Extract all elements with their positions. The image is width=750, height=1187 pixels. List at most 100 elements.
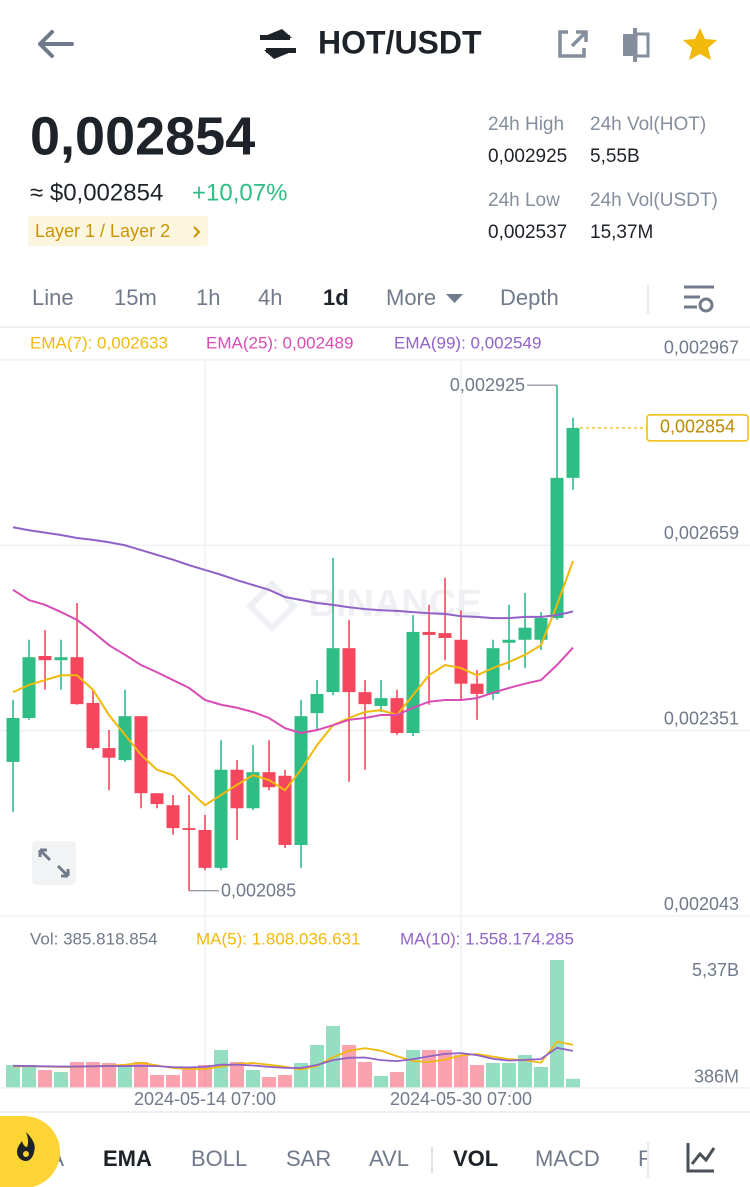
chart-type-button[interactable] — [686, 1143, 716, 1173]
candle-body — [102, 748, 116, 758]
candle-body — [358, 692, 372, 705]
interval-tab[interactable]: 1d — [323, 285, 349, 310]
candle-body — [6, 717, 20, 762]
y-tick-label: 0,002043 — [664, 894, 739, 914]
chart-settings[interactable] — [684, 285, 714, 313]
share-icon[interactable] — [558, 30, 588, 58]
volume-bar — [102, 1062, 116, 1088]
candle-body — [502, 639, 516, 643]
candle-body — [22, 657, 36, 718]
volume-bar — [182, 1068, 196, 1088]
x-tick-label: 2024-05-14 07:00 — [134, 1089, 276, 1109]
indicator-tab[interactable]: BOLL — [191, 1146, 247, 1171]
back-button[interactable] — [38, 30, 74, 58]
quick-action-button[interactable] — [0, 1116, 60, 1187]
volume-bar — [134, 1061, 148, 1088]
candle-body — [566, 427, 580, 478]
interval-tab[interactable]: 4h — [258, 285, 282, 310]
volume-bar — [566, 1078, 580, 1088]
indicator-tab[interactable]: MACD — [535, 1146, 600, 1171]
volume-bar — [550, 960, 564, 1088]
interval-tab[interactable]: Line — [32, 285, 74, 310]
volume-tick-label: 386M — [694, 1067, 739, 1087]
volume-bar — [518, 1055, 532, 1088]
candle-body — [374, 698, 388, 706]
candle-body — [38, 656, 52, 661]
volume-bar — [438, 1050, 452, 1088]
volume-ma-line — [12, 1046, 574, 1069]
legend-entry: EMA(25): 0,002489 — [206, 333, 353, 352]
swap-icon[interactable] — [260, 29, 296, 59]
stat-value: 0,002925 — [488, 146, 567, 167]
candle-body — [294, 716, 308, 845]
indicator-tab[interactable]: AVL — [369, 1146, 409, 1171]
volume-bar — [246, 1070, 260, 1088]
candle-body — [438, 633, 452, 638]
volume-bar — [198, 1064, 212, 1088]
ema-line — [12, 526, 574, 620]
indicator-tab[interactable]: RSI — [638, 1146, 675, 1171]
volume-bar — [390, 1072, 404, 1088]
stat-label: 24h High — [488, 114, 564, 135]
stat-label: 24h Vol(USDT) — [590, 190, 718, 211]
tag-background[interactable] — [28, 216, 208, 246]
volume-bar — [54, 1072, 68, 1088]
candle-body — [230, 769, 244, 809]
volume-bar — [86, 1061, 100, 1088]
candle-body — [150, 793, 164, 805]
volume-bar — [342, 1044, 356, 1088]
candle-body — [326, 648, 340, 693]
watermark-logo — [245, 579, 299, 633]
candle-body — [166, 805, 180, 829]
stat-value: 5,55B — [590, 146, 640, 167]
indicator-tab[interactable]: SAR — [286, 1146, 331, 1171]
legend-entry: EMA(7): 0,002633 — [30, 333, 168, 352]
tag-chevron — [193, 226, 201, 238]
ema-line — [12, 588, 574, 735]
candle-body — [486, 648, 500, 694]
tag-label[interactable]: Layer 1 / Layer 2 — [35, 221, 170, 241]
volume-bar — [70, 1061, 84, 1088]
high-marker-label: 0,002925 — [450, 375, 525, 395]
candle-body — [454, 639, 468, 684]
volume-bar — [502, 1062, 516, 1088]
interval-tab[interactable]: 15m — [114, 285, 157, 310]
compare-icon[interactable] — [623, 28, 650, 62]
candle-body — [518, 627, 532, 640]
stat-value: 0,002537 — [488, 222, 567, 243]
favorite-star[interactable] — [683, 28, 717, 60]
last-price-label: 0,002854 — [660, 417, 735, 437]
volume-bar — [470, 1064, 484, 1088]
candle-body — [86, 702, 100, 749]
volume-bar — [374, 1076, 388, 1088]
candle-body — [70, 657, 84, 705]
y-tick-label: 0,002351 — [664, 708, 739, 728]
interval-tab[interactable]: 1h — [196, 285, 220, 310]
candle-body — [534, 618, 548, 640]
more-tab[interactable]: More — [386, 285, 436, 310]
volume-bar — [262, 1077, 276, 1088]
candle-body — [310, 693, 324, 714]
volume-bar — [486, 1062, 500, 1088]
legend-entry: MA(10): 1.558.174.285 — [400, 929, 574, 948]
volume-bar — [118, 1064, 132, 1088]
last-price-box — [646, 414, 749, 442]
chart: 0,002967 0,002659 0,002351 0,002043 2024-05-… — [0, 333, 750, 1109]
candle-body — [470, 683, 484, 694]
depth-tab[interactable]: Depth — [500, 285, 559, 310]
candle-body — [182, 828, 196, 830]
indicator-tab[interactable]: EMA — [103, 1146, 152, 1171]
volume-bar — [38, 1070, 52, 1088]
price-change: +10,07% — [192, 179, 287, 206]
expand-button[interactable] — [32, 841, 76, 885]
candle-body — [198, 829, 212, 868]
indicator-tab[interactable]: VOL — [453, 1146, 498, 1171]
volume-bar — [214, 1050, 228, 1088]
candle-body — [550, 477, 564, 619]
candle-body — [278, 775, 292, 845]
volume-legend: Vol: 385.818.854 — [30, 929, 158, 948]
volume-tick-label: 5,37B — [692, 960, 739, 980]
volume-bar — [22, 1064, 36, 1088]
